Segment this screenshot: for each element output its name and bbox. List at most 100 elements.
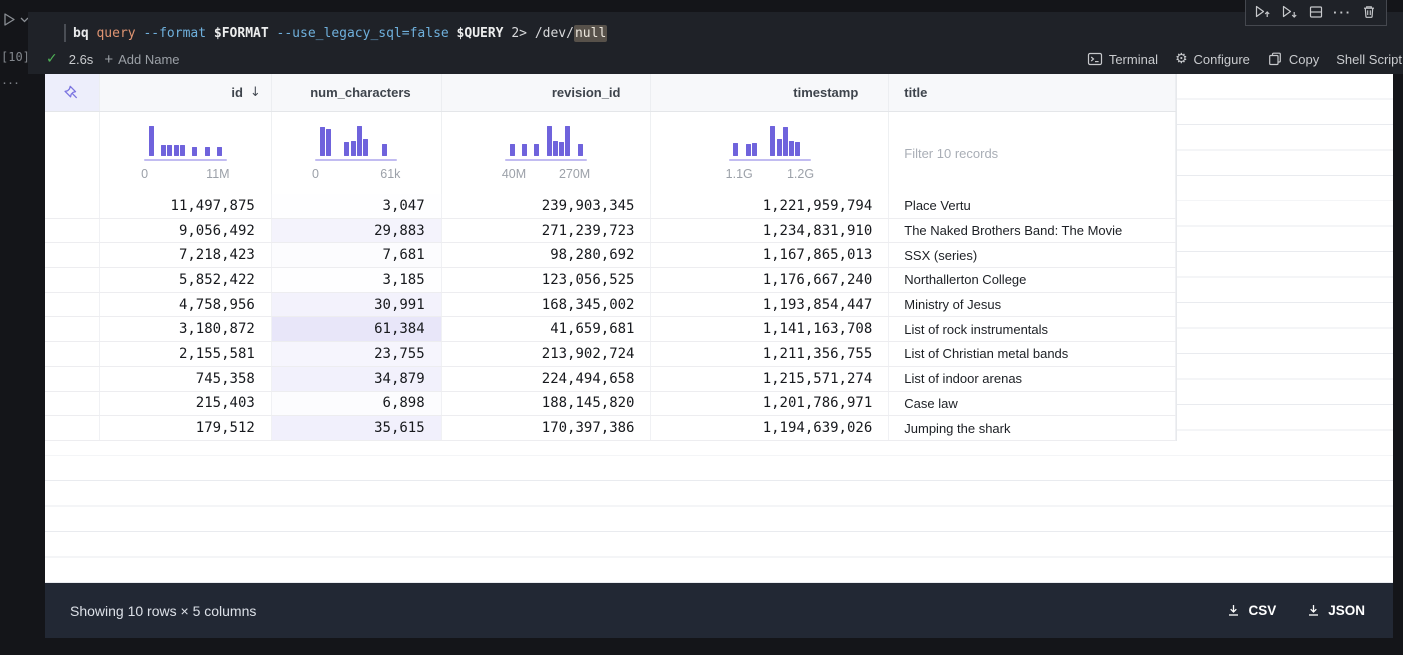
code-text: bq query --format $FORMAT --use_legacy_s…	[73, 24, 608, 42]
cell-title: The Naked Brothers Band: The Movie	[889, 218, 1176, 243]
terminal-button[interactable]: Terminal	[1087, 51, 1158, 67]
run-below-button[interactable]	[1279, 2, 1299, 22]
row-gutter-cell	[45, 218, 100, 243]
histogram-bar	[552, 140, 558, 156]
cell-timestamp: 1,167,865,013	[651, 243, 890, 268]
download-json-button[interactable]: JSON	[1306, 603, 1365, 618]
cell-id: 11,497,875	[100, 194, 272, 218]
column-label: timestamp	[793, 85, 859, 100]
download-csv-button[interactable]: CSV	[1226, 603, 1276, 618]
histogram-bar	[325, 128, 331, 156]
histogram-revision_id[interactable]: 40M 270M	[502, 125, 590, 181]
column-summary-row: 0 11M 0 61k 40M 270M 1.1G 1.2G Filter 10 records	[45, 112, 1176, 194]
pin-icon	[64, 85, 78, 99]
histogram-num_characters[interactable]: 0 61k	[312, 125, 400, 181]
cell-toolbar: ···	[1245, 0, 1387, 26]
column-label: title	[904, 85, 928, 100]
histogram-bar	[192, 146, 198, 156]
copy-button[interactable]: Copy	[1267, 51, 1319, 67]
column-header-id[interactable]: id ↓	[100, 74, 272, 111]
table-header-row: id ↓ num_characters revision_id timestamp tit…	[45, 74, 1177, 112]
more-options-button[interactable]: ···	[1333, 2, 1353, 22]
run-below-icon	[1282, 5, 1297, 18]
split-cell-button[interactable]	[1306, 2, 1326, 22]
chevron-down-icon	[20, 17, 29, 22]
histogram-bar	[745, 143, 751, 156]
cell-actions: Terminal ⚙ Configure Copy Shell Script	[1087, 48, 1403, 70]
histogram-bar	[173, 145, 179, 156]
histogram-range-labels: 40M 270M	[502, 167, 590, 181]
histogram-range-labels: 0 11M	[141, 167, 229, 181]
column-header-timestamp[interactable]: timestamp	[651, 74, 890, 111]
success-check-icon: ✓	[46, 51, 58, 67]
cell-status-row: ✓ 2.6s + Add Name	[46, 48, 180, 70]
range-max-label: 61k	[380, 166, 401, 181]
empty-summary-cell	[45, 112, 100, 194]
pin-column-header[interactable]	[45, 74, 100, 111]
code-editor[interactable]: bq query --format $FORMAT --use_legacy_s…	[64, 23, 608, 43]
ellipsis-icon: ···	[1333, 4, 1353, 20]
delete-cell-button[interactable]	[1359, 2, 1379, 22]
cell-title: Jumping the shark	[889, 416, 1176, 440]
histogram-cell-revision_id: 40M 270M	[442, 112, 652, 194]
row-gutter-cell	[45, 243, 100, 268]
gear-icon: ⚙	[1174, 51, 1188, 67]
histogram-bar	[509, 144, 515, 156]
table-row: 2,155,581 23,755 213,902,724 1,211,356,755 L…	[45, 342, 1176, 367]
cell-revision_id: 170,397,386	[442, 416, 652, 440]
cell-num_characters: 23,755	[271, 342, 442, 366]
download-icon	[1309, 605, 1319, 616]
histogram-bar	[204, 146, 210, 156]
column-header-title[interactable]: title	[889, 74, 1177, 111]
column-header-revision_id[interactable]: revision_id	[442, 74, 652, 111]
cell-revision_id: 213,902,724	[442, 342, 652, 366]
cell-id: 3,180,872	[100, 317, 272, 342]
histogram-cell-id: 0 11M	[100, 112, 272, 194]
cell-timestamp: 1,201,786,971	[651, 391, 890, 416]
row-gutter-cell	[45, 366, 100, 391]
execution-duration: 2.6s	[68, 51, 94, 67]
cell-revision_id: 41,659,681	[442, 317, 652, 342]
histogram-range-labels: 0 61k	[312, 167, 400, 181]
histogram-id[interactable]: 0 11M	[141, 125, 230, 181]
run-cell-button[interactable]	[3, 12, 29, 27]
histogram-cell-timestamp: 1.1G 1.2G	[651, 112, 890, 194]
results-area: id ↓ num_characters revision_id timestamp tit…	[45, 74, 1393, 583]
play-icon	[4, 13, 15, 26]
table-body: 11,497,875 3,047 239,903,345 1,221,959,794 P…	[45, 194, 1176, 441]
histogram-bar	[148, 125, 154, 156]
row-gutter-cell	[45, 268, 100, 292]
add-name-button[interactable]: + Add Name	[104, 50, 180, 68]
histogram-timestamp[interactable]: 1.1G 1.2G	[726, 125, 814, 181]
configure-button[interactable]: ⚙ Configure	[1174, 51, 1250, 67]
cell-timestamp: 1,176,667,240	[651, 268, 890, 292]
cell-timestamp: 1,221,959,794	[651, 194, 890, 218]
table-row: 11,497,875 3,047 239,903,345 1,221,959,794 P…	[45, 194, 1176, 219]
plus-icon: +	[104, 50, 114, 68]
cell-id: 4,758,956	[100, 292, 272, 317]
histogram-bar	[565, 125, 571, 156]
histogram-bar	[521, 144, 527, 156]
histogram-bar	[546, 125, 552, 156]
range-min-label: 40M	[501, 166, 527, 181]
cell-title: Ministry of Jesus	[889, 292, 1176, 317]
table-row: 215,403 6,898 188,145,820 1,201,786,971 Case…	[45, 391, 1176, 417]
shell-script-button[interactable]: Shell Script	[1336, 51, 1402, 67]
download-buttons: CSV JSON	[1226, 603, 1393, 618]
cell-id: 745,358	[100, 366, 272, 391]
cell-title: SSX (series)	[889, 243, 1176, 268]
cell-num_characters: 6,898	[272, 391, 442, 416]
row-count-summary: Showing 10 rows × 5 columns	[70, 602, 257, 619]
histogram-bar	[161, 145, 167, 156]
histogram-baseline	[144, 158, 227, 161]
cell-num_characters: 3,047	[272, 194, 442, 218]
filter-records-input[interactable]: Filter 10 records	[904, 145, 999, 161]
cell-title: Place Vertu	[889, 194, 1176, 218]
column-header-num_characters[interactable]: num_characters	[272, 74, 442, 111]
run-above-button[interactable]	[1253, 2, 1273, 22]
cell-id: 7,218,423	[100, 243, 272, 268]
range-min-label: 0	[141, 166, 149, 181]
cell-num_characters: 61,384	[271, 317, 442, 342]
cell-drag-handle-icon[interactable]: ···	[2, 74, 20, 91]
